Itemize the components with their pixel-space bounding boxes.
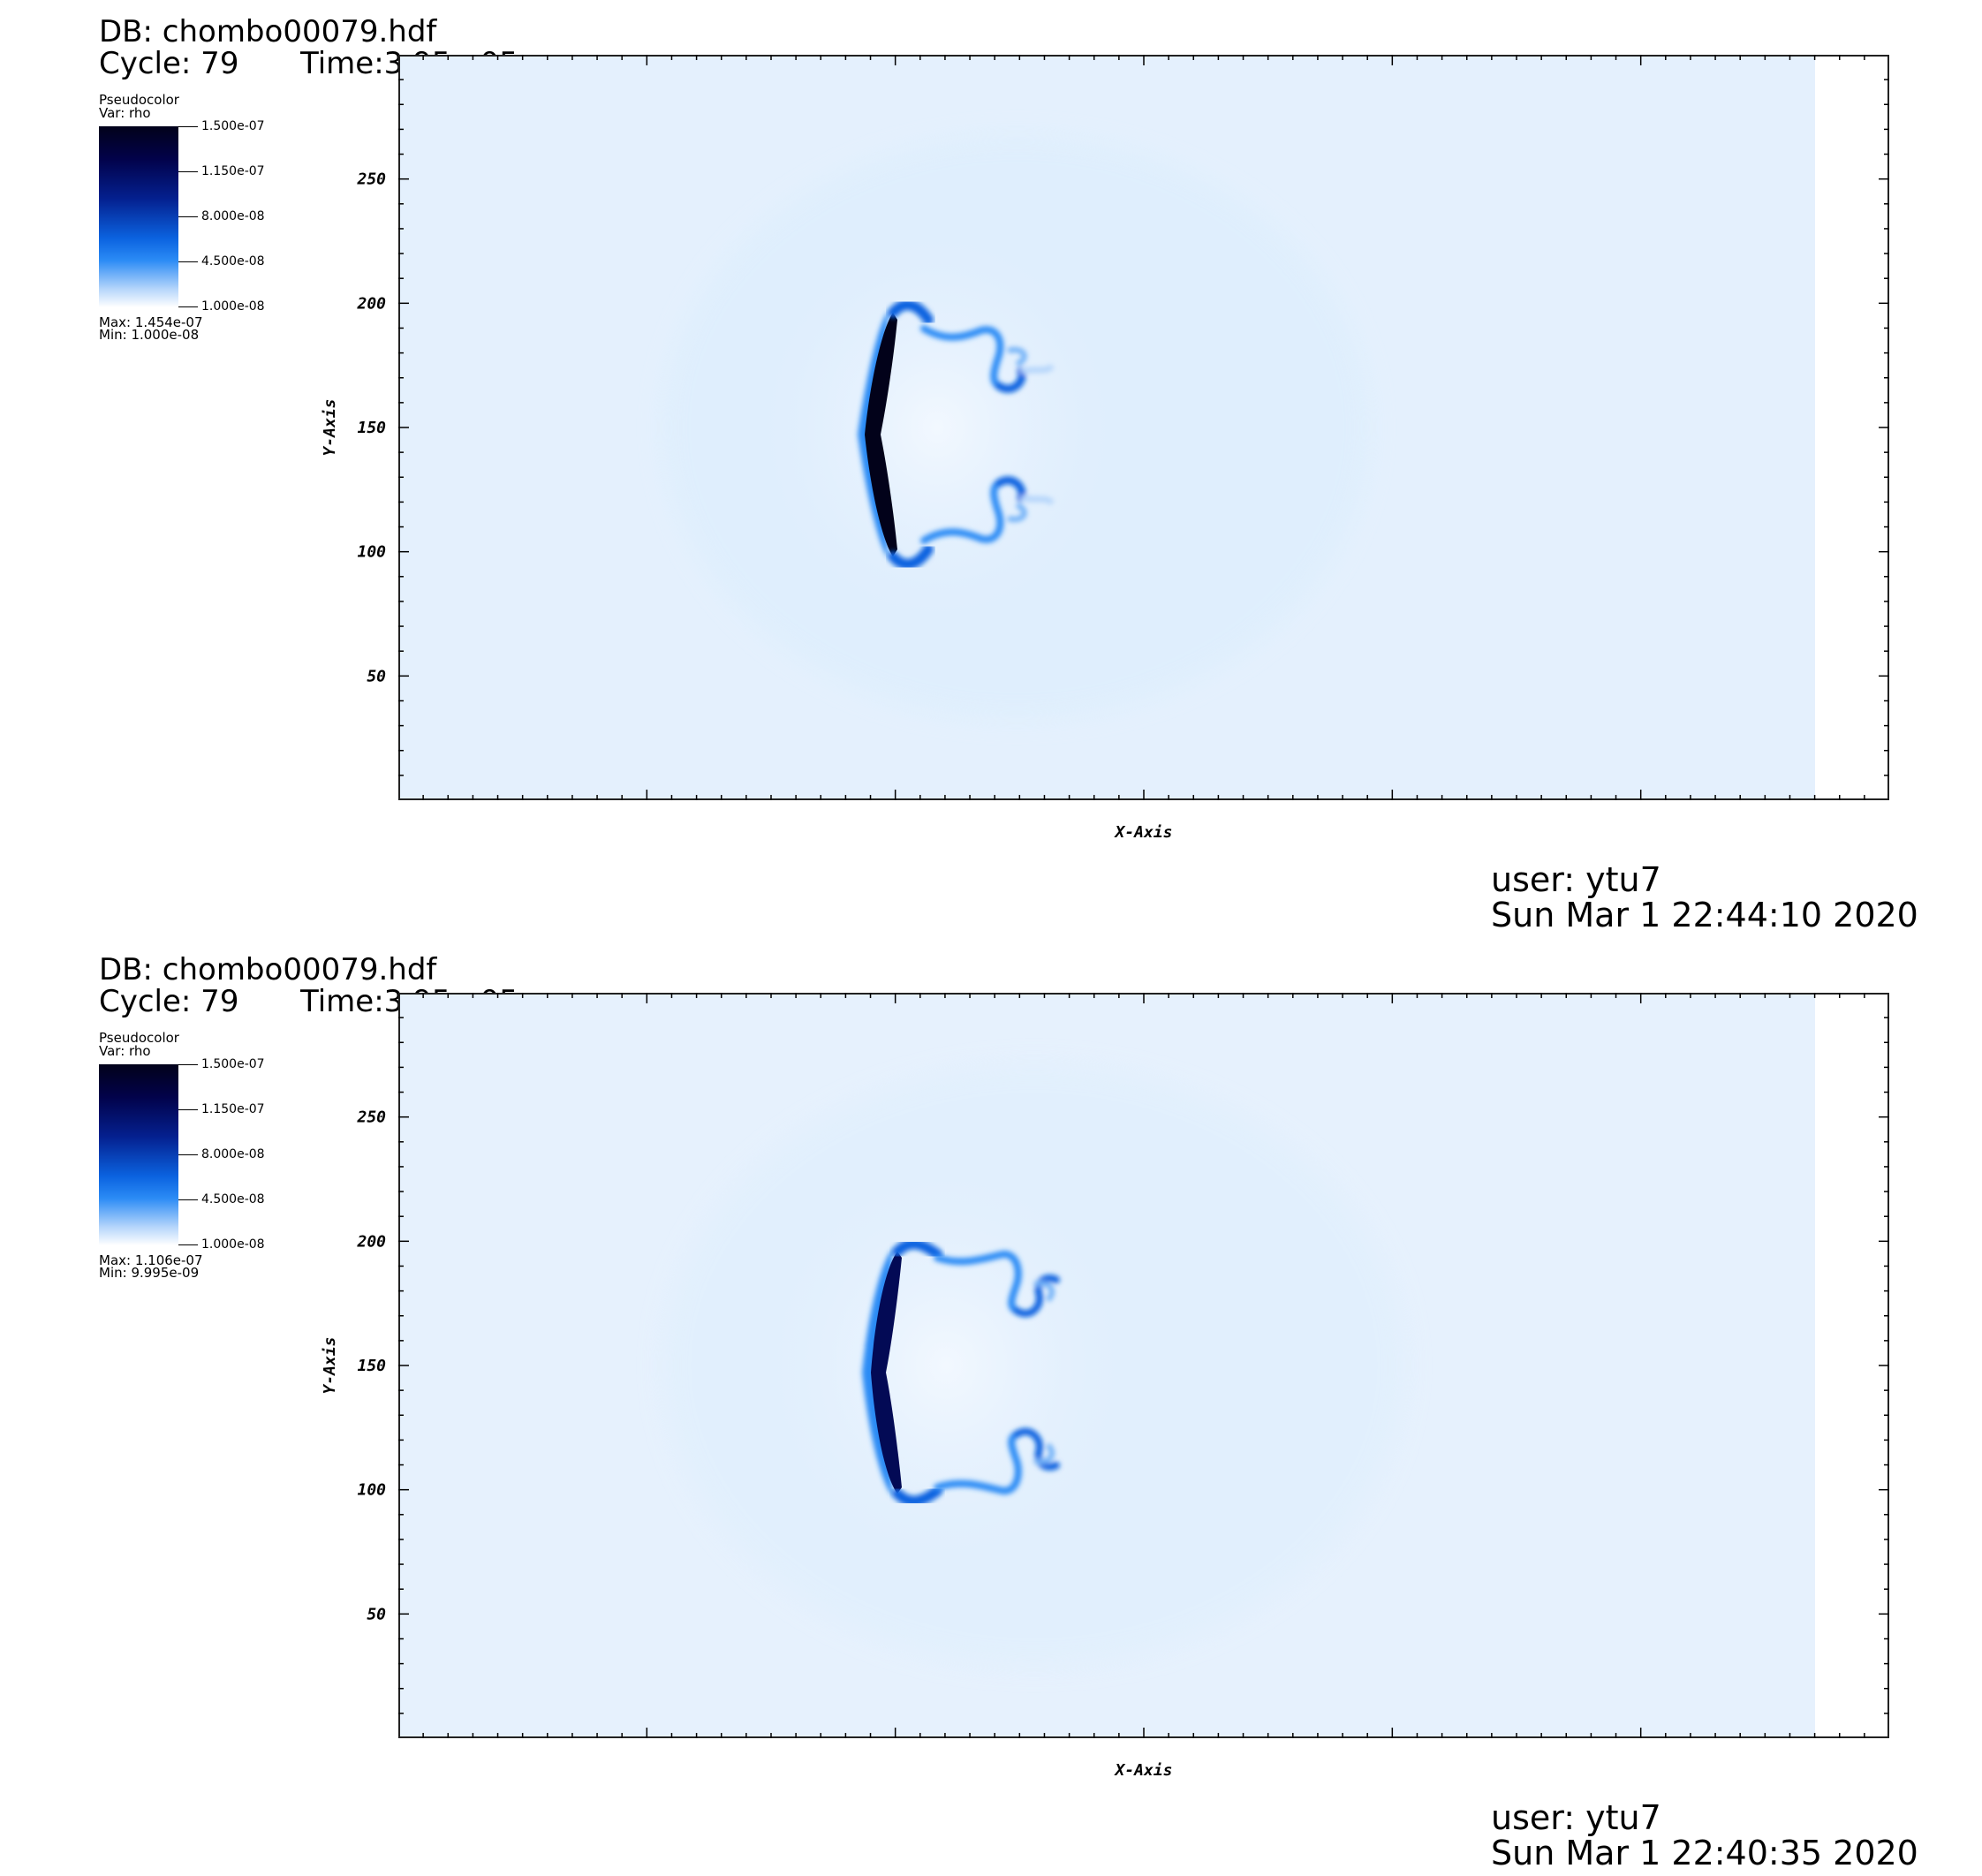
color-bar — [99, 1064, 178, 1245]
color-bar-tick — [178, 1199, 198, 1200]
y-tick-label: 50 — [367, 1605, 386, 1623]
dense-clump — [862, 1238, 942, 1507]
legend-variable: Var: rho — [99, 1043, 151, 1059]
x-axis-label: X-Axis — [1113, 823, 1172, 842]
color-bar-tick — [178, 306, 198, 307]
upper-vortex — [934, 1251, 1060, 1318]
color-bar — [99, 126, 178, 307]
y-tick-label: 100 — [357, 1481, 386, 1500]
user-label: user: ytu7 — [1491, 1798, 1661, 1837]
color-bar-tick — [178, 126, 198, 127]
plot-panel-1: DB: chombo00079.hdf Cycle: 79 Time:3.95e… — [99, 14, 1918, 934]
legend-plot-type: Pseudocolor — [99, 1030, 179, 1046]
color-bar-label: 1.000e-08 — [201, 299, 265, 314]
y-tick-label: 100 — [357, 543, 386, 562]
lower-vortex — [934, 1427, 1060, 1494]
color-bar-label: 4.500e-08 — [201, 1192, 265, 1207]
color-bar-tick — [178, 261, 198, 262]
density-heatmap: 100 200 300 400 500 — [398, 55, 1815, 800]
color-bar-label: 8.000e-08 — [201, 1147, 265, 1161]
legend-max: Max: 1.454e-07 — [99, 314, 203, 330]
cycle-label: Cycle: 79 — [99, 46, 239, 81]
color-bar-label: 1.500e-07 — [201, 119, 265, 133]
color-bar-tick — [178, 1109, 198, 1110]
y-axis-label: Y-Axis — [321, 1336, 339, 1394]
date-label: Sun Mar 1 22:44:10 2020 — [1491, 896, 1918, 934]
color-bar-label: 1.000e-08 — [201, 1237, 265, 1252]
color-bar-label: 1.150e-07 — [201, 164, 265, 178]
x-axis-label: X-Axis — [1113, 1761, 1172, 1780]
legend-min: Min: 1.000e-08 — [99, 327, 200, 343]
upper-vortex — [920, 325, 1055, 393]
legend-min: Min: 9.995e-09 — [99, 1265, 200, 1281]
wake-halo — [769, 1171, 1123, 1560]
y-tick-label: 200 — [356, 294, 386, 313]
y-tick-label: 250 — [356, 170, 386, 189]
legend-plot-type: Pseudocolor — [99, 92, 179, 108]
y-tick-label: 50 — [367, 667, 386, 685]
y-tick-label: 250 — [356, 1108, 386, 1127]
y-tick-label: 150 — [357, 419, 386, 437]
color-bar-tick — [178, 1064, 198, 1065]
y-tick-label: 150 — [357, 1357, 386, 1375]
color-bar-tick — [178, 216, 198, 217]
density-heatmap: 100 200 300 400 500 — [398, 993, 1815, 1738]
color-legend: Pseudocolor Var: rho 1.500e-07 1.150e-07… — [99, 94, 329, 359]
wake-halo — [760, 233, 1114, 622]
color-bar-tick — [178, 1154, 198, 1155]
lower-vortex — [920, 476, 1055, 544]
db-label: DB: chombo00079.hdf — [99, 14, 437, 49]
color-bar-label: 8.000e-08 — [201, 209, 265, 223]
legend-max: Max: 1.106e-07 — [99, 1252, 203, 1268]
date-label: Sun Mar 1 22:40:35 2020 — [1491, 1834, 1918, 1872]
color-legend: Pseudocolor Var: rho 1.500e-07 1.150e-07… — [99, 1032, 329, 1297]
color-bar-label: 4.500e-08 — [201, 254, 265, 269]
db-label: DB: chombo00079.hdf — [99, 952, 437, 987]
y-tick-label: 200 — [356, 1232, 386, 1251]
color-bar-tick — [178, 1244, 198, 1245]
plot-panel-2: DB: chombo00079.hdf Cycle: 79 Time:3.95e… — [0, 938, 1982, 1876]
dense-clump — [858, 299, 934, 570]
cycle-label: Cycle: 79 — [99, 984, 239, 1019]
color-bar-label: 1.500e-07 — [201, 1057, 265, 1071]
color-bar-tick — [178, 171, 198, 172]
legend-variable: Var: rho — [99, 105, 151, 121]
color-bar-label: 1.150e-07 — [201, 1102, 265, 1116]
user-label: user: ytu7 — [1491, 860, 1661, 899]
y-axis-label: Y-Axis — [321, 398, 339, 456]
